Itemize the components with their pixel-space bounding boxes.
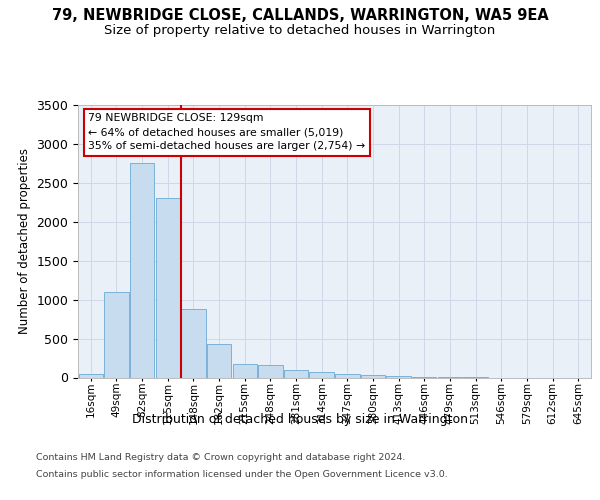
Bar <box>386 376 411 378</box>
Text: Contains public sector information licensed under the Open Government Licence v3: Contains public sector information licen… <box>36 470 448 479</box>
Text: Distribution of detached houses by size in Warrington: Distribution of detached houses by size … <box>132 412 468 426</box>
Text: 79, NEWBRIDGE CLOSE, CALLANDS, WARRINGTON, WA5 9EA: 79, NEWBRIDGE CLOSE, CALLANDS, WARRINGTO… <box>52 8 548 22</box>
Bar <box>104 292 128 378</box>
Bar <box>258 365 283 378</box>
Text: 79 NEWBRIDGE CLOSE: 129sqm
← 64% of detached houses are smaller (5,019)
35% of s: 79 NEWBRIDGE CLOSE: 129sqm ← 64% of deta… <box>88 113 365 151</box>
Bar <box>284 370 308 378</box>
Bar <box>335 374 359 378</box>
Bar <box>130 164 154 378</box>
Text: Size of property relative to detached houses in Warrington: Size of property relative to detached ho… <box>104 24 496 37</box>
Bar <box>233 364 257 378</box>
Bar <box>181 309 206 378</box>
Bar <box>155 198 180 378</box>
Bar <box>361 375 385 378</box>
Y-axis label: Number of detached properties: Number of detached properties <box>18 148 31 334</box>
Bar <box>207 344 231 378</box>
Bar <box>310 372 334 378</box>
Text: Contains HM Land Registry data © Crown copyright and database right 2024.: Contains HM Land Registry data © Crown c… <box>36 452 406 462</box>
Bar <box>79 374 103 378</box>
